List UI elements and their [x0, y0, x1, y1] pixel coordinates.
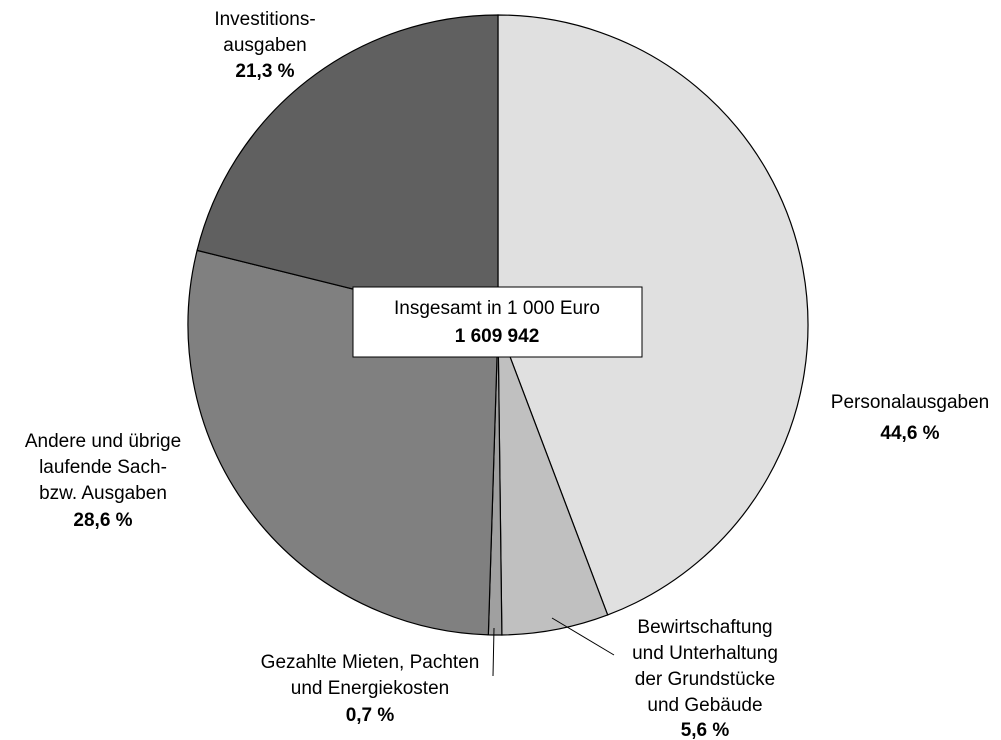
slice-label: Investitions- [214, 9, 315, 30]
center-box [352, 286, 643, 358]
pie-slice [196, 14, 499, 326]
center-label: Insgesamt in 1 000 Euro [394, 298, 600, 319]
slice-label: ausgaben [223, 35, 306, 56]
slice-label: laufende Sach- [39, 457, 167, 478]
value-label: 5,6 % [681, 720, 730, 740]
slice-label: und Unterhaltung [632, 643, 778, 664]
slice-label: Gezahlte Mieten, Pachten [261, 652, 480, 673]
value-label: 21,3 % [235, 61, 294, 82]
slice-label: Bewirtschaftung [637, 617, 772, 638]
leader-line [551, 617, 615, 656]
slice-label: der Grundstücke [635, 669, 775, 690]
slice-label: und Gebäude [647, 695, 762, 716]
leader-line [492, 627, 495, 677]
center-value: 1 609 942 [455, 326, 540, 347]
slice-label: und Energiekosten [291, 678, 449, 699]
slice-label: Personalausgaben [831, 392, 989, 413]
slice-label: Andere und übrige [25, 431, 181, 452]
pie-slice [497, 14, 809, 616]
slice-label: bzw. Ausgaben [39, 483, 167, 504]
value-label: 44,6 % [880, 423, 939, 444]
value-label: 0,7 % [346, 705, 395, 726]
value-label: 28,6 % [73, 510, 132, 531]
